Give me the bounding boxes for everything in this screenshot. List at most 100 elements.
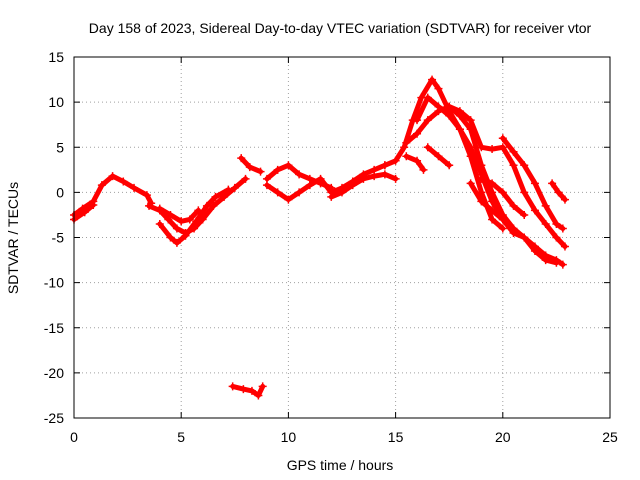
data-point	[530, 206, 539, 215]
data-point	[97, 181, 106, 190]
data-series-arc-14	[402, 152, 428, 174]
y-tick-label: 15	[48, 49, 64, 65]
data-point	[455, 107, 464, 116]
data-point	[185, 215, 194, 224]
y-tick-label: 5	[56, 139, 64, 155]
data-point	[142, 191, 151, 200]
data-point	[172, 224, 181, 233]
data-point	[560, 242, 569, 251]
data-point	[241, 174, 250, 183]
data-point	[445, 102, 454, 111]
data-series-arc-2	[70, 201, 98, 224]
data-point	[284, 195, 293, 204]
data-series-arc-20	[466, 179, 507, 224]
data-point	[509, 224, 518, 233]
data-trace	[446, 104, 568, 249]
data-point	[520, 188, 529, 197]
data-point	[119, 177, 128, 186]
data-point	[466, 179, 475, 188]
data-series-arc-18	[548, 179, 569, 204]
data-point	[316, 174, 325, 183]
data-series-arc-17	[498, 134, 567, 233]
data-point	[164, 215, 173, 224]
data-point	[509, 161, 518, 170]
data-point	[558, 224, 567, 233]
data-point	[295, 170, 304, 179]
data-series-arc-10	[327, 170, 400, 201]
data-point	[262, 181, 271, 190]
data-point	[520, 161, 529, 170]
data-point	[247, 386, 256, 395]
data-point	[370, 172, 379, 181]
data-point	[155, 219, 164, 228]
data-point	[177, 217, 186, 226]
data-point	[445, 161, 454, 170]
data-point	[509, 147, 518, 156]
data-series-arc-6	[237, 154, 265, 176]
data-point	[224, 185, 233, 194]
data-trace	[468, 180, 506, 222]
data-point	[155, 204, 164, 213]
data-point	[488, 215, 497, 224]
data-point	[230, 183, 239, 192]
ticks	[73, 56, 611, 419]
x-tick-label: 25	[602, 429, 618, 445]
data-series-arc-7	[228, 382, 267, 400]
data-point	[445, 111, 454, 120]
data-point	[520, 233, 529, 242]
data-point	[419, 165, 428, 174]
data-point	[130, 183, 139, 192]
y-tick-label: -20	[44, 365, 64, 381]
data-point	[466, 152, 475, 161]
data-point	[477, 197, 486, 206]
data-point	[434, 107, 443, 116]
data-point	[509, 201, 518, 210]
data-point	[554, 188, 563, 197]
data-point	[552, 258, 561, 267]
data-point	[428, 75, 437, 84]
data-series-arc-19	[477, 174, 529, 219]
data-series-arc-15	[423, 143, 454, 170]
data-point	[273, 165, 282, 174]
data-series-arc-5	[155, 204, 203, 226]
data-point	[359, 174, 368, 183]
data-point	[338, 188, 346, 197]
data-point	[530, 179, 539, 188]
data-point	[560, 195, 569, 204]
data-point	[477, 161, 486, 170]
y-tick-label: -25	[44, 410, 64, 426]
data-layer	[70, 75, 569, 400]
x-tick-label: 5	[177, 429, 185, 445]
data-trace	[264, 162, 388, 203]
data-series-arc-8	[262, 161, 336, 192]
data-trace	[403, 153, 426, 173]
x-tick-label: 15	[388, 429, 404, 445]
data-point	[211, 192, 220, 201]
data-point	[530, 247, 539, 256]
data-point	[254, 391, 263, 400]
x-tick-label: 0	[70, 429, 78, 445]
data-point	[413, 116, 422, 125]
data-point	[423, 93, 432, 102]
y-tick-label: -15	[44, 320, 64, 336]
data-point	[400, 143, 409, 152]
x-tick-label: 10	[281, 429, 297, 445]
data-point	[380, 170, 389, 179]
data-point	[413, 129, 422, 138]
data-point	[284, 161, 293, 170]
data-point	[194, 206, 203, 215]
data-point	[295, 188, 304, 197]
data-point	[541, 201, 550, 210]
data-point	[348, 181, 357, 190]
data-point	[541, 219, 550, 228]
data-point	[402, 152, 411, 161]
data-point	[520, 210, 529, 219]
data-point	[558, 260, 567, 269]
data-point	[466, 116, 475, 125]
data-point	[391, 156, 400, 165]
data-point	[237, 154, 246, 163]
data-point	[498, 215, 507, 224]
data-point	[413, 156, 422, 165]
x-axis-label: GPS time / hours	[287, 457, 394, 473]
